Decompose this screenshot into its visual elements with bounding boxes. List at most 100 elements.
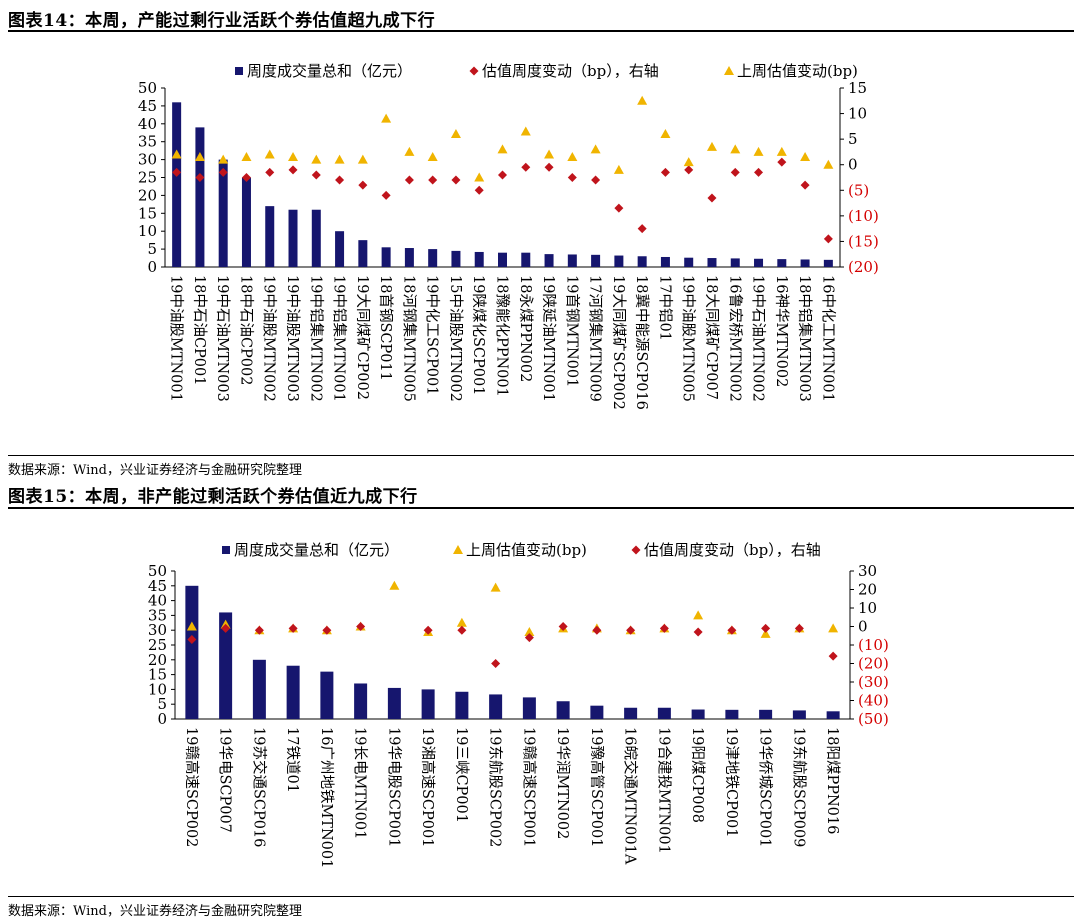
triangle-point bbox=[490, 582, 501, 592]
triangle-point bbox=[730, 144, 741, 154]
triangle-point bbox=[828, 623, 839, 633]
category-label: 19华侨城SCP001 bbox=[757, 727, 774, 847]
bar bbox=[498, 252, 507, 267]
bar bbox=[451, 250, 461, 267]
chart-14: 50454035302520151050151050(5)(10)(15)(20… bbox=[138, 62, 879, 410]
diamond-point bbox=[637, 224, 647, 234]
bar bbox=[614, 255, 624, 267]
triangle-point bbox=[474, 172, 485, 182]
bar bbox=[691, 709, 705, 719]
figure-14-source: 数据来源：Wind，兴业证券经济与金融研究院整理 bbox=[8, 463, 302, 478]
diamond-point bbox=[474, 185, 484, 195]
bar bbox=[707, 258, 717, 267]
triangle-point bbox=[427, 152, 438, 162]
category-label: 19湘高速SCP001 bbox=[419, 727, 436, 847]
triangle-point bbox=[497, 144, 508, 154]
diamond-point bbox=[614, 203, 624, 213]
category-label: 19长电MTN001 bbox=[352, 727, 369, 839]
bar bbox=[354, 683, 368, 719]
diamond-point bbox=[800, 180, 810, 190]
bar bbox=[335, 231, 345, 267]
diamond-point bbox=[288, 165, 298, 175]
triangle-point bbox=[334, 154, 345, 164]
bar bbox=[637, 256, 647, 267]
diamond-point bbox=[567, 173, 577, 182]
right-axis-tick-label: (50) bbox=[858, 710, 889, 728]
legend-label: 上周估值变动(bp) bbox=[737, 62, 858, 80]
left-axis-tick-label: 0 bbox=[157, 710, 167, 728]
triangle-point bbox=[264, 149, 275, 159]
left-axis-tick-label: 45 bbox=[148, 577, 167, 595]
triangle-point bbox=[567, 152, 578, 162]
legend-label: 上周估值变动(bp) bbox=[466, 541, 587, 559]
category-label: 19中油股MTN001 bbox=[168, 275, 185, 402]
bar bbox=[219, 612, 233, 719]
legend-diamond-swatch bbox=[469, 66, 479, 76]
category-label: 19陕煤化SCP001 bbox=[470, 275, 487, 395]
diamond-point bbox=[335, 175, 345, 185]
triangle-point bbox=[186, 621, 197, 631]
diamond-point bbox=[777, 157, 787, 167]
diamond-point bbox=[521, 162, 531, 172]
category-label: 16皖交通MTN001A bbox=[622, 727, 640, 865]
diamond-point bbox=[498, 170, 507, 180]
right-axis-tick-label: (40) bbox=[858, 692, 889, 710]
triangle-point bbox=[389, 580, 400, 590]
bar bbox=[195, 127, 205, 267]
figure-15-bottom-rule bbox=[8, 896, 1074, 897]
triangle-point bbox=[660, 129, 671, 139]
left-axis-tick-label: 50 bbox=[138, 79, 157, 97]
category-label: 18首钢SCP011 bbox=[377, 275, 394, 381]
figure-15-source: 数据来源：Wind，兴业证券经济与金融研究院整理 bbox=[8, 904, 302, 919]
triangle-point bbox=[520, 126, 531, 136]
diamond-point bbox=[218, 167, 228, 177]
bar bbox=[265, 206, 275, 267]
left-axis-tick-label: 35 bbox=[138, 133, 157, 151]
triangle-point bbox=[524, 627, 535, 637]
category-label: 19华润MTN002 bbox=[554, 727, 571, 839]
right-axis-tick-label: 10 bbox=[848, 105, 867, 123]
bar bbox=[381, 247, 391, 267]
diamond-point bbox=[358, 180, 368, 190]
triangle-point bbox=[706, 141, 717, 151]
category-label: 18阳煤PPN016 bbox=[824, 727, 841, 834]
bar bbox=[358, 240, 368, 267]
right-axis-tick-label: 0 bbox=[858, 618, 868, 636]
bar bbox=[823, 259, 833, 267]
diamond-point bbox=[491, 659, 501, 668]
diamond-point bbox=[707, 193, 717, 203]
category-label: 19津地铁CP001 bbox=[723, 727, 740, 837]
figure-14-title: 图表14：本周，产能过剩行业活跃个券估值超九成下行 bbox=[8, 11, 436, 31]
figure-15-top-rule bbox=[8, 507, 1074, 509]
bar bbox=[387, 687, 401, 719]
triangle-point bbox=[693, 610, 704, 620]
diamond-point bbox=[172, 167, 182, 177]
triangle-point bbox=[613, 164, 624, 174]
legend-label: 周度成交量总和（亿元） bbox=[247, 62, 412, 80]
right-axis-tick-label: 15 bbox=[848, 79, 867, 97]
left-axis-tick-label: 40 bbox=[138, 115, 157, 133]
bar bbox=[241, 177, 251, 267]
bar bbox=[404, 248, 414, 267]
left-axis-tick-label: 5 bbox=[147, 240, 157, 258]
category-label: 18中石油CP002 bbox=[237, 275, 254, 385]
right-axis-tick-label: 30 bbox=[858, 562, 877, 580]
category-label: 19赣高速SCP002 bbox=[183, 727, 200, 847]
bar bbox=[455, 691, 469, 719]
category-label: 19中铝集MTN002 bbox=[307, 275, 324, 402]
left-axis-tick-label: 20 bbox=[138, 186, 157, 204]
diamond-point bbox=[828, 651, 838, 661]
category-label: 18中石油CP001 bbox=[191, 275, 208, 385]
left-axis-tick-label: 10 bbox=[138, 222, 157, 240]
category-label: 15中油股MTN002 bbox=[447, 275, 464, 402]
triangle-point bbox=[683, 157, 694, 167]
bar bbox=[792, 710, 806, 719]
diamond-point bbox=[626, 625, 636, 635]
right-axis-tick-label: (10) bbox=[858, 636, 889, 654]
left-axis-tick-label: 40 bbox=[148, 592, 167, 610]
left-axis-tick-label: 25 bbox=[148, 636, 167, 654]
left-axis-tick-label: 30 bbox=[138, 151, 157, 169]
bar bbox=[252, 659, 266, 719]
category-label: 19赣高速SCP001 bbox=[520, 727, 537, 847]
diamond-point bbox=[659, 623, 669, 633]
